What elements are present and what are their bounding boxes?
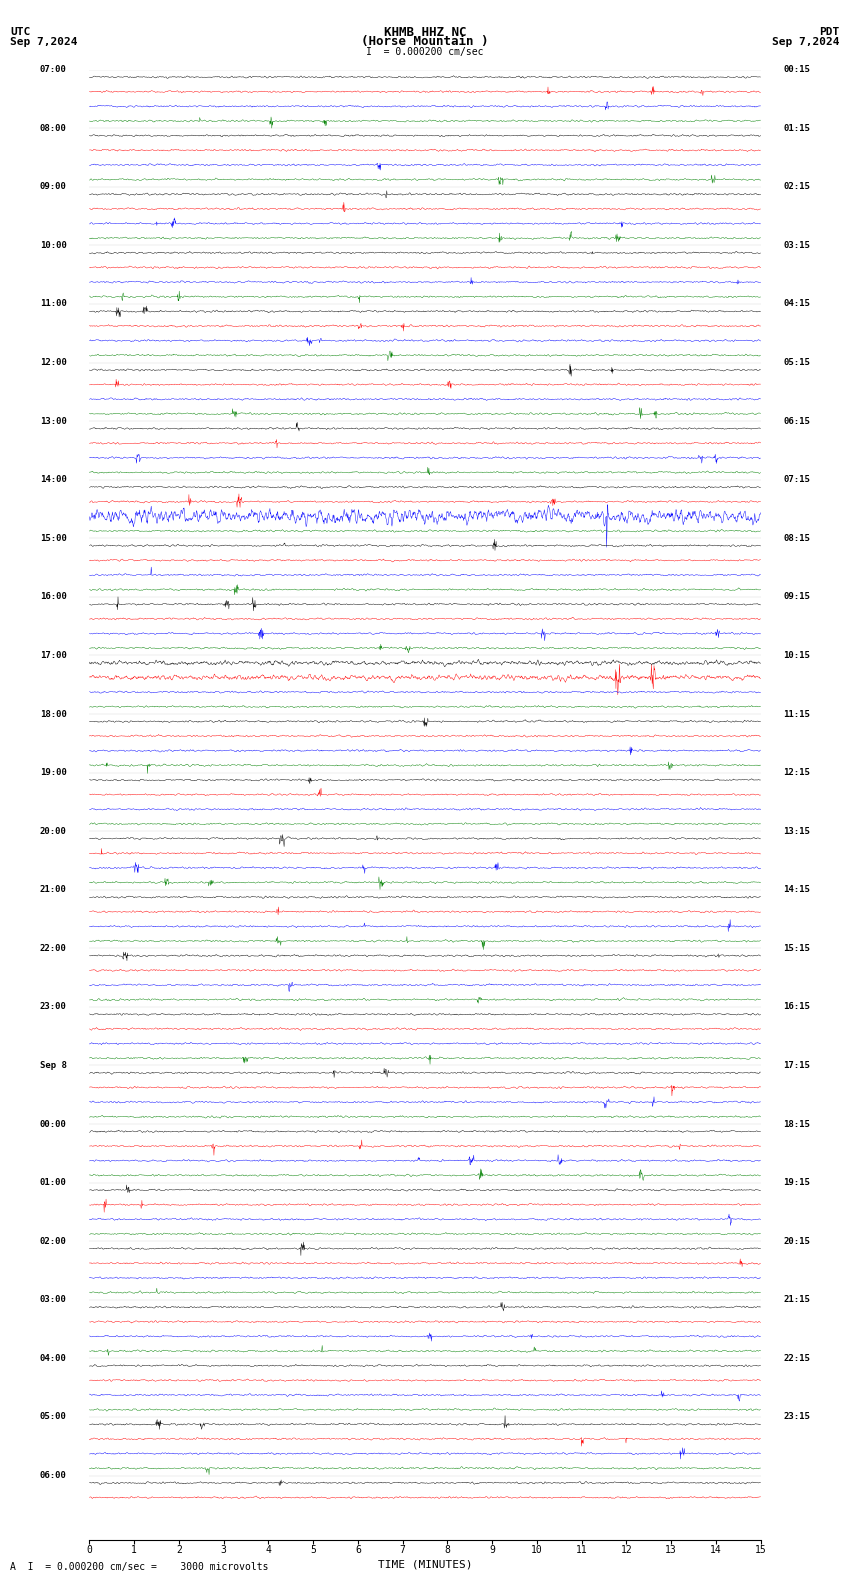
Text: 08:15: 08:15 [783,534,810,543]
Text: 11:15: 11:15 [783,710,810,719]
Text: Sep 7,2024: Sep 7,2024 [10,36,77,48]
Text: A  I  = 0.000200 cm/sec =    3000 microvolts: A I = 0.000200 cm/sec = 3000 microvolts [10,1562,269,1571]
Text: Sep 7,2024: Sep 7,2024 [773,36,840,48]
Text: 13:00: 13:00 [40,417,67,426]
Text: 04:00: 04:00 [40,1354,67,1362]
Text: 07:00: 07:00 [40,65,67,74]
Text: 17:00: 17:00 [40,651,67,661]
Text: 02:00: 02:00 [40,1237,67,1245]
Text: 05:15: 05:15 [783,358,810,367]
Text: 12:00: 12:00 [40,358,67,367]
Text: 18:15: 18:15 [783,1120,810,1128]
Text: 19:15: 19:15 [783,1178,810,1186]
Text: 06:00: 06:00 [40,1472,67,1479]
Text: PDT: PDT [819,27,840,38]
Text: 17:15: 17:15 [783,1061,810,1069]
Text: 12:15: 12:15 [783,768,810,778]
Text: 03:15: 03:15 [783,241,810,250]
Text: 21:00: 21:00 [40,885,67,895]
Text: 02:15: 02:15 [783,182,810,192]
Text: 16:15: 16:15 [783,1003,810,1012]
Text: 20:15: 20:15 [783,1237,810,1245]
Text: 22:15: 22:15 [783,1354,810,1362]
Text: KHMB HHZ NC: KHMB HHZ NC [383,25,467,40]
Text: 23:15: 23:15 [783,1413,810,1421]
Text: 07:15: 07:15 [783,475,810,485]
Text: 00:15: 00:15 [783,65,810,74]
Text: 08:00: 08:00 [40,124,67,133]
Text: 00:00: 00:00 [40,1120,67,1128]
Text: 14:15: 14:15 [783,885,810,895]
Text: 09:15: 09:15 [783,592,810,602]
Text: UTC: UTC [10,27,31,38]
Text: 20:00: 20:00 [40,827,67,836]
Text: 23:00: 23:00 [40,1003,67,1012]
Text: 21:15: 21:15 [783,1296,810,1304]
Text: 06:15: 06:15 [783,417,810,426]
Text: 15:00: 15:00 [40,534,67,543]
Text: (Horse Mountain ): (Horse Mountain ) [361,35,489,49]
Text: 13:15: 13:15 [783,827,810,836]
Text: 22:00: 22:00 [40,944,67,954]
Text: 01:15: 01:15 [783,124,810,133]
Text: 01:00: 01:00 [40,1178,67,1186]
Text: Sep 8: Sep 8 [40,1061,67,1069]
Text: 14:00: 14:00 [40,475,67,485]
Text: 16:00: 16:00 [40,592,67,602]
Text: 15:15: 15:15 [783,944,810,954]
Text: 03:00: 03:00 [40,1296,67,1304]
Text: 10:00: 10:00 [40,241,67,250]
Text: 09:00: 09:00 [40,182,67,192]
Text: 05:00: 05:00 [40,1413,67,1421]
Text: 04:15: 04:15 [783,299,810,309]
Text: 10:15: 10:15 [783,651,810,661]
Text: 19:00: 19:00 [40,768,67,778]
Text: 11:00: 11:00 [40,299,67,309]
X-axis label: TIME (MINUTES): TIME (MINUTES) [377,1559,473,1570]
Text: I  = 0.000200 cm/sec: I = 0.000200 cm/sec [366,48,484,57]
Text: 18:00: 18:00 [40,710,67,719]
